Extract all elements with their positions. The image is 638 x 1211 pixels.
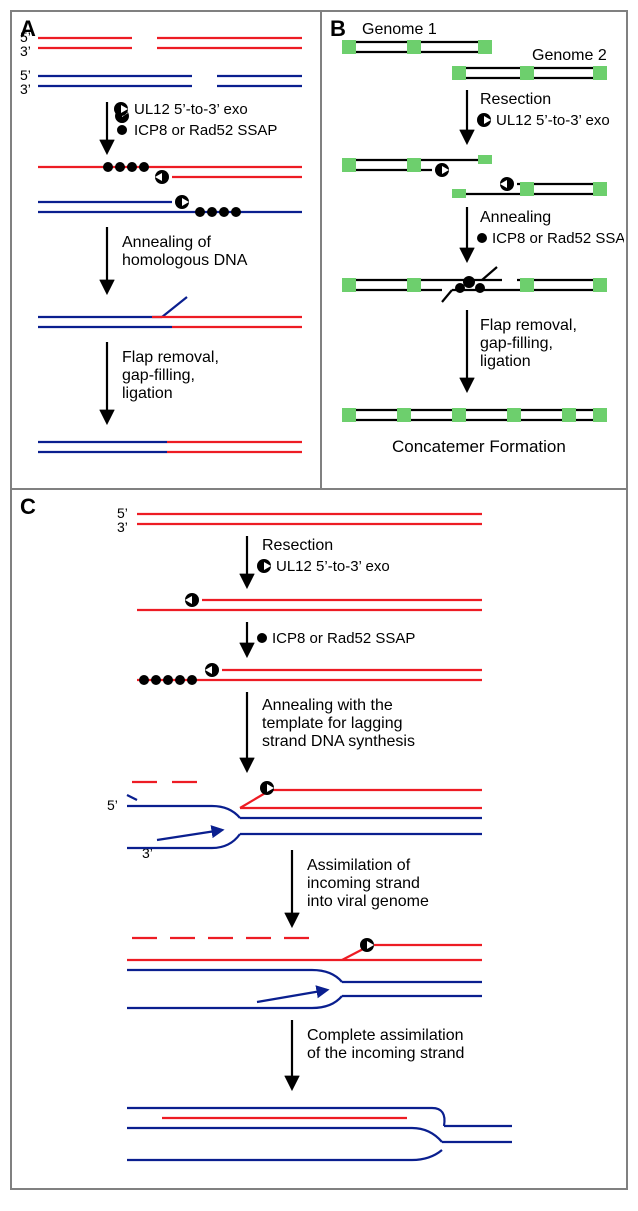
c-step3-l1: Annealing with the — [262, 697, 393, 714]
b-genome2: Genome 2 — [532, 47, 607, 64]
a-step3-l3: ligation — [122, 385, 173, 402]
a-3prime-blue: 3’ — [20, 81, 31, 97]
c-step3-l2: template for lagging — [262, 715, 403, 732]
c-fork1-5p: 5’ — [107, 797, 118, 813]
b-step2-icon: ICP8 or Rad52 SSAP — [492, 230, 624, 247]
panel-c-label: C — [20, 494, 36, 520]
c-3prime: 3’ — [117, 519, 128, 535]
b-step2-title: Annealing — [480, 209, 551, 226]
panel-b-svg: Genome 1 Genome 2 — [322, 12, 624, 488]
a-step2-l1: Annealing of — [122, 234, 212, 251]
a-step3-l2: gap-filling, — [122, 367, 195, 384]
b-genome2-dna — [452, 66, 607, 80]
panel-a-label: A — [20, 16, 36, 42]
b-genome1: Genome 1 — [362, 21, 437, 38]
c-step1-title: Resection — [262, 537, 333, 554]
b-step3-l2: gap-filling, — [480, 335, 553, 352]
panel-b-label: B — [330, 16, 346, 42]
a-step2-l2: homologous DNA — [122, 252, 248, 269]
a-3prime-red: 3’ — [20, 43, 31, 59]
b-genome1-dna — [342, 40, 492, 54]
c-final — [127, 1108, 512, 1160]
panel-b: B Genome 1 Genome 2 — [322, 10, 628, 490]
a-step1-icon2: ICP8 or Rad52 SSAP — [134, 122, 277, 139]
panel-a: A 5’ 3’ 5’ 3’ — [10, 10, 322, 490]
figure: A 5’ 3’ 5’ 3’ — [10, 10, 628, 1190]
panel-a-svg: 5’ 3’ 5’ 3’ UL12 5’-to-3’ exo — [12, 12, 320, 488]
a-step1-icon1: UL12 5’-to-3’ exo — [134, 101, 248, 118]
c-step4-l2: incoming strand — [307, 875, 420, 892]
c-step2-icon: ICP8 or Rad52 SSAP — [272, 630, 415, 647]
b-step3-l1: Flap removal, — [480, 317, 577, 334]
b-step1-title: Resection — [480, 91, 551, 108]
b-step3-l3: ligation — [480, 353, 531, 370]
c-fork1: 5’ 3’ — [107, 781, 482, 861]
c-step5-l1: Complete assimilation — [307, 1027, 464, 1044]
b-step1-icon: UL12 5’-to-3’ exo — [496, 112, 610, 129]
c-step1-icon: UL12 5’-to-3’ exo — [276, 558, 390, 575]
c-fork2 — [127, 938, 482, 1008]
c-step5-l2: of the incoming strand — [307, 1045, 464, 1062]
c-step4-l1: Assimilation of — [307, 857, 411, 874]
panel-c-svg: 5’ 3’ Resection UL12 5’-to-3’ exo ICP8 o… — [12, 490, 626, 1186]
b-footer: Concatemer Formation — [392, 437, 566, 456]
c-step3-l3: strand DNA synthesis — [262, 733, 415, 750]
c-step4-l3: into viral genome — [307, 893, 429, 910]
a-step3-l1: Flap removal, — [122, 349, 219, 366]
panel-c: C 5’ 3’ Resection UL12 5’-to-3’ exo — [10, 490, 628, 1190]
